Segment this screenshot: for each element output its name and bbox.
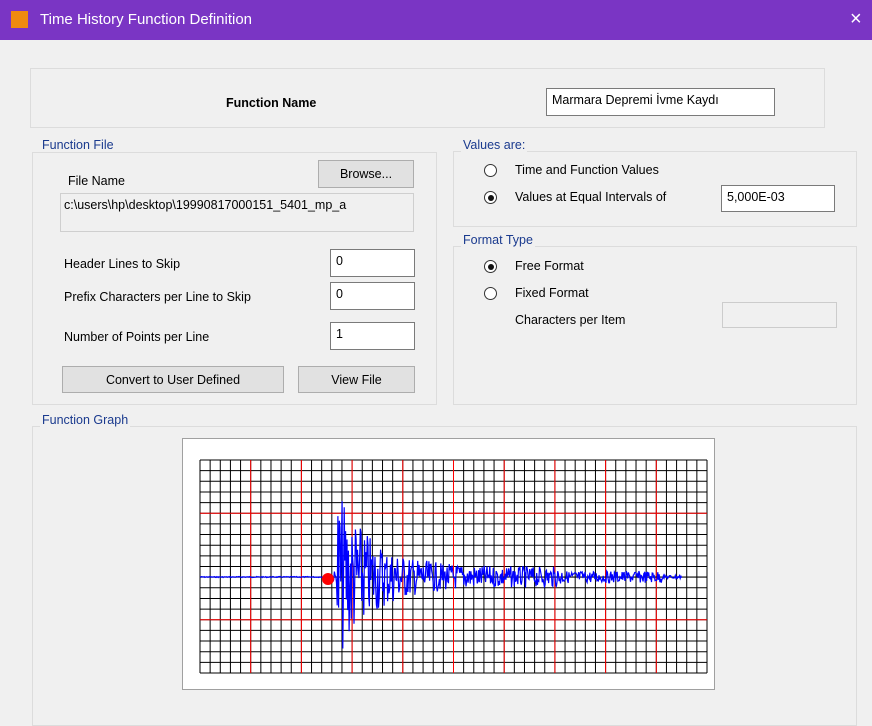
file-path: c:\users\hp\desktop\19990817000151_5401_…: [60, 193, 414, 232]
browse-button[interactable]: Browse...: [318, 160, 414, 188]
field-input[interactable]: 1: [330, 322, 415, 350]
field-label: Header Lines to Skip: [64, 257, 181, 271]
convert-button[interactable]: Convert to User Defined: [62, 366, 284, 393]
function-name-input[interactable]: Marmara Depremi İvme Kaydı: [546, 88, 775, 116]
title-bar: Time History Function Definition ×: [0, 0, 872, 40]
function-file-group: [32, 152, 437, 405]
radio-button[interactable]: [484, 164, 497, 177]
chars-input: [722, 302, 837, 328]
file-name-label: File Name: [68, 174, 125, 188]
close-button[interactable]: ×: [850, 8, 862, 30]
radio-label: Fixed Format: [515, 286, 589, 300]
field-input[interactable]: 0: [330, 282, 415, 310]
function-name-group: [30, 68, 825, 128]
radio-label: Values at Equal Intervals of: [515, 190, 667, 204]
group-legend: Function File: [40, 138, 116, 152]
values-are-group: [453, 151, 857, 227]
group-legend: Function Graph: [40, 413, 131, 427]
field-label: Prefix Characters per Line to Skip: [64, 290, 251, 304]
radio-button[interactable]: [484, 260, 497, 273]
field-input[interactable]: 0: [330, 249, 415, 277]
waveform: [199, 501, 683, 649]
function-name-label: Function Name: [226, 96, 317, 110]
radio-label: Time and Function Values: [515, 163, 659, 177]
radio-label: Free Format: [515, 259, 584, 273]
radio-button[interactable]: [484, 191, 497, 204]
chars-label: Characters per Item: [515, 313, 626, 327]
grid: [199, 459, 708, 674]
group-legend: Format Type: [461, 233, 535, 247]
cursor-point: [322, 573, 334, 585]
app-icon: [11, 11, 28, 28]
interval-input[interactable]: 5,000E-03: [721, 185, 835, 212]
function-graph: [182, 438, 715, 690]
radio-button[interactable]: [484, 287, 497, 300]
view-file-button[interactable]: View File: [298, 366, 415, 393]
window-title: Time History Function Definition: [40, 11, 253, 28]
group-legend: Values are:: [461, 138, 528, 152]
field-label: Number of Points per Line: [64, 330, 210, 344]
format-type-group: [453, 246, 857, 405]
